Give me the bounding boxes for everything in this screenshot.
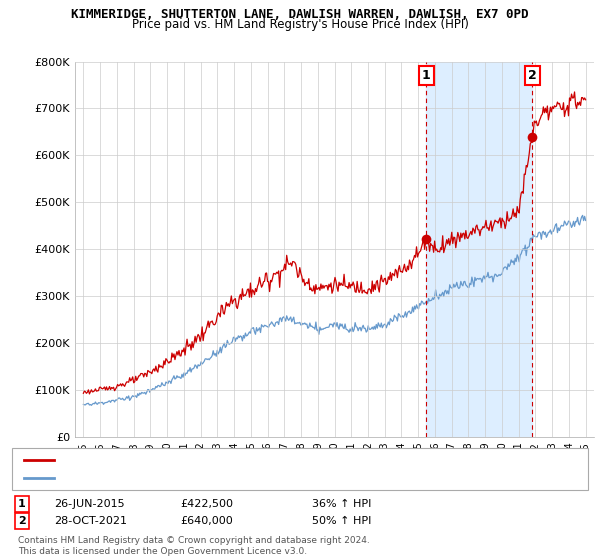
Text: 2: 2 <box>528 69 537 82</box>
Text: 1: 1 <box>422 69 431 82</box>
Text: £640,000: £640,000 <box>180 516 233 526</box>
Text: £422,500: £422,500 <box>180 499 233 509</box>
Text: 28-OCT-2021: 28-OCT-2021 <box>54 516 127 526</box>
Text: 26-JUN-2015: 26-JUN-2015 <box>54 499 125 509</box>
Text: Contains HM Land Registry data © Crown copyright and database right 2024.
This d: Contains HM Land Registry data © Crown c… <box>18 536 370 556</box>
Text: Price paid vs. HM Land Registry's House Price Index (HPI): Price paid vs. HM Land Registry's House … <box>131 18 469 31</box>
Text: 36% ↑ HPI: 36% ↑ HPI <box>312 499 371 509</box>
Text: 2: 2 <box>18 516 26 526</box>
Text: KIMMERIDGE, SHUTTERTON LANE, DAWLISH WARREN, DAWLISH, EX7 0PD: KIMMERIDGE, SHUTTERTON LANE, DAWLISH WAR… <box>71 8 529 21</box>
Text: 1: 1 <box>18 499 26 509</box>
Bar <box>427 62 532 437</box>
Text: KIMMERIDGE, SHUTTERTON LANE, DAWLISH WARREN, DAWLISH, EX7 0PD (detached hou: KIMMERIDGE, SHUTTERTON LANE, DAWLISH WAR… <box>60 455 503 465</box>
Text: HPI: Average price, detached house, Teignbridge: HPI: Average price, detached house, Teig… <box>60 473 302 483</box>
Text: 50% ↑ HPI: 50% ↑ HPI <box>312 516 371 526</box>
